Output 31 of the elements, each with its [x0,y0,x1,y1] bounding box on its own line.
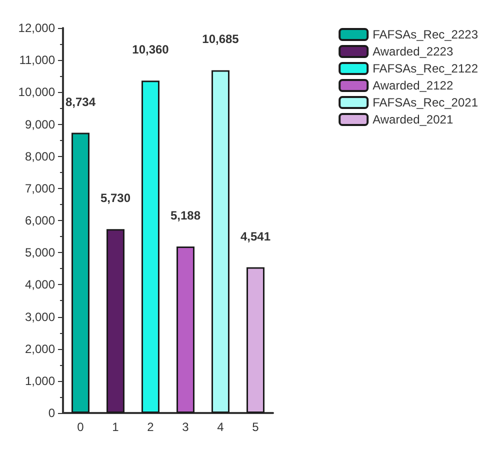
data-label: 5,730 [100,191,131,206]
data-label: 10,360 [132,42,170,57]
y-tick-label: 4,000 [24,278,56,292]
y-tick-label: 12,000 [18,21,56,35]
y-tick-label: 6,000 [24,214,56,228]
legend-label: FAFSAs_Rec_2223 [372,28,478,42]
data-label: 4,541 [240,229,271,244]
x-tick-label: 2 [147,420,154,434]
x-tick-label: 3 [182,420,190,434]
data-label: 8,734 [65,94,96,109]
legend-label: FAFSAs_Rec_2122 [372,62,478,76]
y-tick-label: 2,000 [24,342,56,356]
x-tick-label: 0 [77,420,84,434]
legend-label: Awarded_2021 [372,112,454,126]
x-tick-label: 4 [217,420,224,434]
y-tick-label: 8,000 [24,149,56,164]
y-tick-label: 1,000 [24,374,56,388]
legend-label: Awarded_2223 [372,44,454,58]
data-label: 10,685 [202,32,240,46]
x-tick-label: 5 [252,420,260,434]
y-tick-label: 3,000 [24,310,56,324]
y-tick-label: 9,000 [24,117,56,132]
x-tick-label: 1 [112,420,120,434]
data-label: 5,188 [170,208,201,223]
y-tick-label: 10,000 [18,85,56,100]
y-tick-label: 11,000 [19,53,56,68]
legend-label: FAFSAs_Rec_2021 [372,96,478,110]
y-tick-label: 0 [48,406,56,420]
y-tick-label: 7,000 [24,181,56,196]
legend-label: Awarded_2122 [372,78,454,92]
y-tick-label: 5,000 [24,246,56,260]
